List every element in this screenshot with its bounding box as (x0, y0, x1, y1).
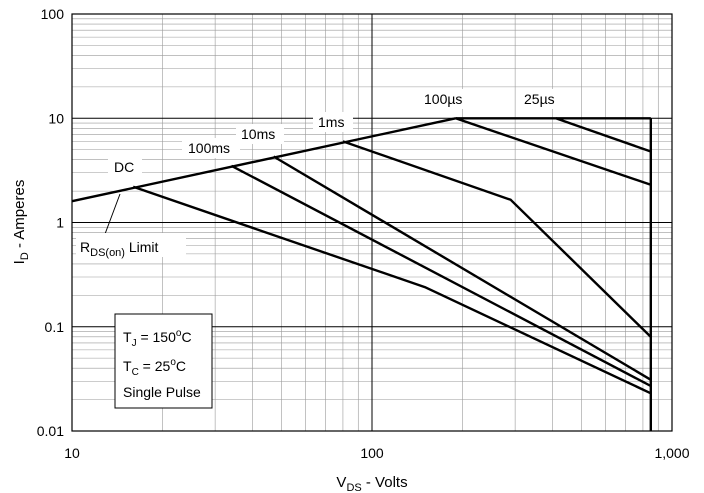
series-line-dc (132, 185, 652, 395)
x-tick-label: 10 (64, 445, 80, 461)
y-tick-label: 1 (56, 215, 64, 231)
conditions-box: TJ = 150oC TC = 25oC Single Pulse (114, 313, 213, 409)
annotation-25us: 25µs (524, 91, 555, 107)
series-line-25us (555, 117, 652, 153)
y-axis-title: ID - Amperes (11, 180, 31, 265)
y-tick-label: 0.1 (45, 319, 65, 335)
annotations: 25µs 100µs 1ms 10ms 100ms DC RDS(on) Lim… (76, 89, 568, 259)
annotation-1ms: 1ms (318, 114, 344, 130)
y-tick-label: 100 (41, 6, 65, 22)
series-line-100us (455, 117, 652, 186)
tick-labels: 10 100 1,000 0.01 0.1 1 10 100 (37, 6, 690, 461)
x-tick-label: 100 (360, 445, 384, 461)
y-tick-label: 0.01 (37, 423, 64, 439)
rds-limit-leader (104, 193, 121, 235)
condition-tc: TC = 25oC (123, 357, 186, 378)
series-line-1ms (342, 140, 652, 338)
series-line-100ms (230, 164, 652, 388)
series-line-10ms (272, 155, 652, 381)
condition-single-pulse: Single Pulse (123, 384, 201, 400)
annotation-100us: 100µs (424, 91, 462, 107)
x-axis-title: VDS - Volts (336, 474, 407, 493)
condition-tj: TJ = 150oC (123, 328, 192, 349)
y-tick-label: 10 (48, 110, 64, 126)
annotation-10ms: 10ms (241, 126, 275, 142)
x-tick-label: 1,000 (654, 445, 689, 461)
annotation-100ms: 100ms (188, 140, 230, 156)
annotation-rds-limit: RDS(on) Limit (80, 239, 159, 259)
curves (71, 117, 652, 431)
plot-area-frame (71, 13, 673, 432)
annotation-dc: DC (114, 159, 134, 175)
